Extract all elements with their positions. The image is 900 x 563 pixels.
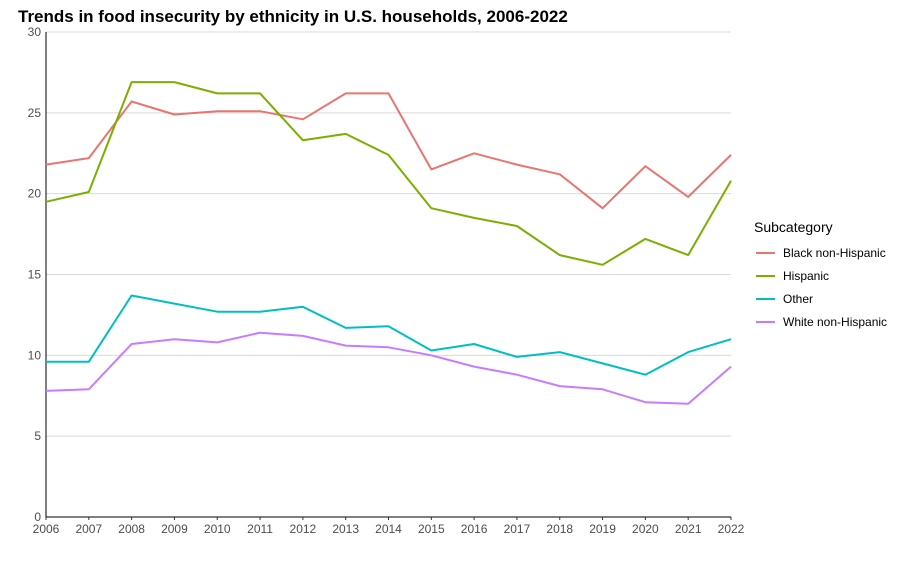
x-tick-label: 2008 — [118, 522, 145, 536]
gridlines — [46, 31, 731, 437]
legend-label-3: White non-Hispanic — [783, 315, 887, 329]
legend-label-1: Hispanic — [783, 269, 829, 283]
x-tick-label: 2007 — [75, 522, 102, 536]
series-lines — [45, 81, 732, 405]
x-tick-label: 2020 — [632, 522, 659, 536]
legend: Subcategory Black non-Hispanic Hispanic Ot… — [754, 219, 887, 329]
x-tick-label: 2012 — [290, 522, 317, 536]
y-tick-label: 0 — [34, 510, 41, 524]
x-tick-label: 2009 — [161, 522, 188, 536]
x-tick-label: 2011 — [247, 522, 273, 536]
axes: 0 5 10 15 20 25 30 2006 2007 2008 2009 2010 2011 2012… — [28, 25, 745, 536]
series-line-3 — [45, 331, 732, 405]
y-tick-label: 20 — [28, 187, 42, 201]
y-tick-label: 30 — [28, 25, 42, 39]
x-tick-label: 2017 — [504, 522, 531, 536]
x-tick-label: 2015 — [418, 522, 445, 536]
x-tick-label: 2018 — [546, 522, 573, 536]
legend-label-0: Black non-Hispanic — [783, 246, 886, 260]
legend-label-2: Other — [783, 292, 813, 306]
x-tick-label: 2014 — [375, 522, 402, 536]
y-tick-label: 15 — [28, 268, 42, 282]
x-tick-label: 2013 — [332, 522, 359, 536]
y-tick-label: 10 — [28, 348, 42, 362]
x-tick-label: 2016 — [461, 522, 488, 536]
x-tick-label: 2022 — [718, 522, 745, 536]
x-tick-label: 2010 — [204, 522, 231, 536]
series-line-0 — [45, 92, 732, 210]
x-tick-label: 2021 — [675, 522, 702, 536]
y-tick-label: 5 — [34, 429, 41, 443]
series-line-1 — [45, 81, 732, 266]
legend-title: Subcategory — [754, 219, 833, 235]
x-tick-label: 2006 — [33, 522, 60, 536]
x-tick-label: 2019 — [589, 522, 616, 536]
series-line-2 — [46, 294, 732, 376]
y-tick-label: 25 — [28, 106, 42, 120]
chart-title: Trends in food insecurity by ethnicity i… — [18, 7, 568, 26]
